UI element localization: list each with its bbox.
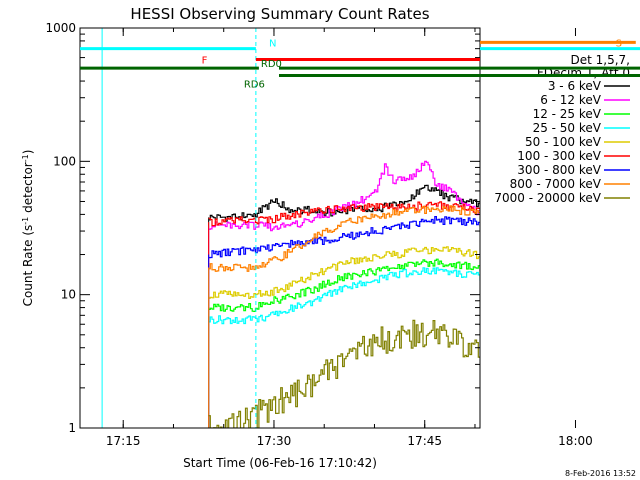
y-axis-label-part-2: detector (21, 162, 35, 217)
series-line (208, 205, 480, 272)
annotation-layer (101, 28, 257, 428)
legend-entry-label: 7000 - 20000 keV (494, 191, 601, 205)
legend-entry-label: 12 - 25 keV (533, 107, 602, 121)
series-line (208, 160, 480, 232)
series-line (208, 184, 480, 222)
legend-entry-label: 6 - 12 keV (540, 93, 602, 107)
flag-label: N (269, 39, 276, 50)
y-axis-label: Count Rate (s-1 detector-1) (21, 150, 35, 307)
x-tick-label: 17:15 (106, 434, 141, 448)
y-axis-label-sup-1: -1 (21, 217, 30, 225)
legend-entry-label: 25 - 50 keV (533, 121, 602, 135)
y-tick-label: 1 (68, 421, 76, 435)
series-line (208, 216, 480, 259)
x-axis-label: Start Time (06-Feb-16 17:10:42) (183, 456, 377, 470)
plot-frame (79, 27, 481, 429)
flag-label: RD6 (244, 80, 265, 91)
y-tick-label: 1000 (45, 21, 76, 35)
x-tick-label: 18:00 (558, 434, 593, 448)
axes: 17:1517:3017:4518:0018:1518:3018:4511010… (45, 21, 593, 448)
series-line (208, 319, 480, 428)
legend-entry-label: 800 - 7000 keV (510, 177, 602, 191)
flag-label: S (616, 38, 622, 49)
series-line (208, 201, 480, 227)
series-line (208, 267, 480, 325)
series-line (208, 246, 480, 299)
y-tick-label: 100 (53, 154, 76, 168)
y-axis-label-part-1: Count Rate (s (21, 225, 35, 307)
series-line (208, 258, 480, 312)
y-tick-label: 10 (61, 288, 76, 302)
y-axis-label-part-3: ) (21, 150, 35, 155)
flag-bars: N F S RD0 RD6 (80, 38, 640, 91)
legend-entry-label: 300 - 800 keV (517, 163, 601, 177)
x-tick-label: 17:30 (257, 434, 292, 448)
svg-text:Count Rate (s-1 detector-1): Count Rate (s-1 detector-1) (21, 150, 35, 307)
legend-entry-label: 50 - 100 keV (525, 135, 602, 149)
y-axis-label-sup-2: -1 (21, 154, 30, 162)
legend-header-line: Det 1,5,7, (571, 53, 631, 67)
data-layer (208, 160, 480, 428)
flag-label: RD0 (261, 59, 282, 70)
footer-timestamp: 8-Feb-2016 13:52 (565, 469, 636, 478)
legend-entry-label: 100 - 300 keV (517, 149, 601, 163)
x-tick-label: 17:45 (407, 434, 442, 448)
legend-entry-label: 3 - 6 keV (548, 79, 602, 93)
chart-title: HESSI Observing Summary Count Rates (130, 5, 429, 23)
flag-label: F (202, 56, 208, 67)
